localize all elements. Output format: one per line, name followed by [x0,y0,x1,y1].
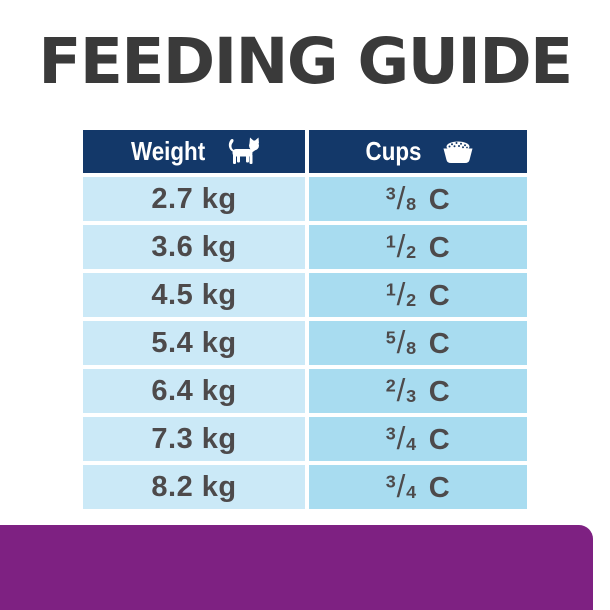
cups-cell: 3/4 C [309,465,527,509]
cups-value: 3/8 C [385,181,451,216]
weight-value: 7.3 kg [151,422,237,455]
weight-cell: 6.4 kg [83,369,305,413]
cups-value: 5/8 C [385,325,451,360]
weight-value: 8.2 kg [151,470,237,503]
cups-cell: 1/2 C [309,273,527,317]
cat-icon [226,137,263,166]
cups-cell: 3/8 C [309,177,527,221]
weight-cell: 2.7 kg [83,177,305,221]
cups-value: 1/2 C [385,229,451,264]
food-bowl-icon [441,140,475,164]
weight-column-header: Weight [83,130,305,173]
cups-value: 1/2 C [385,277,451,312]
weight-value: 6.4 kg [151,374,237,407]
cups-value: 3/4 C [385,421,451,456]
weight-value: 2.7 kg [151,182,237,215]
cups-cell: 1/2 C [309,225,527,269]
cups-value: 2/3 C [385,373,451,408]
weight-value: 4.5 kg [151,278,237,311]
weight-value: 3.6 kg [151,230,237,263]
cups-cell: 2/3 C [309,369,527,413]
weight-cell: 4.5 kg [83,273,305,317]
weight-header-label: Weight [130,136,206,166]
cups-cell: 3/4 C [309,417,527,461]
purple-accent-band [0,525,593,610]
cups-header-label: Cups [365,136,422,166]
weight-cell: 5.4 kg [83,321,305,365]
weight-cell: 8.2 kg [83,465,305,509]
weight-cell: 7.3 kg [83,417,305,461]
cups-value: 3/4 C [385,469,451,504]
cups-cell: 5/8 C [309,321,527,365]
feeding-table: Weight [83,130,527,509]
page-title: FEEDING GUIDE [38,25,573,98]
weight-cell: 3.6 kg [83,225,305,269]
weight-value: 5.4 kg [151,326,237,359]
cups-column-header: Cups [309,130,527,173]
